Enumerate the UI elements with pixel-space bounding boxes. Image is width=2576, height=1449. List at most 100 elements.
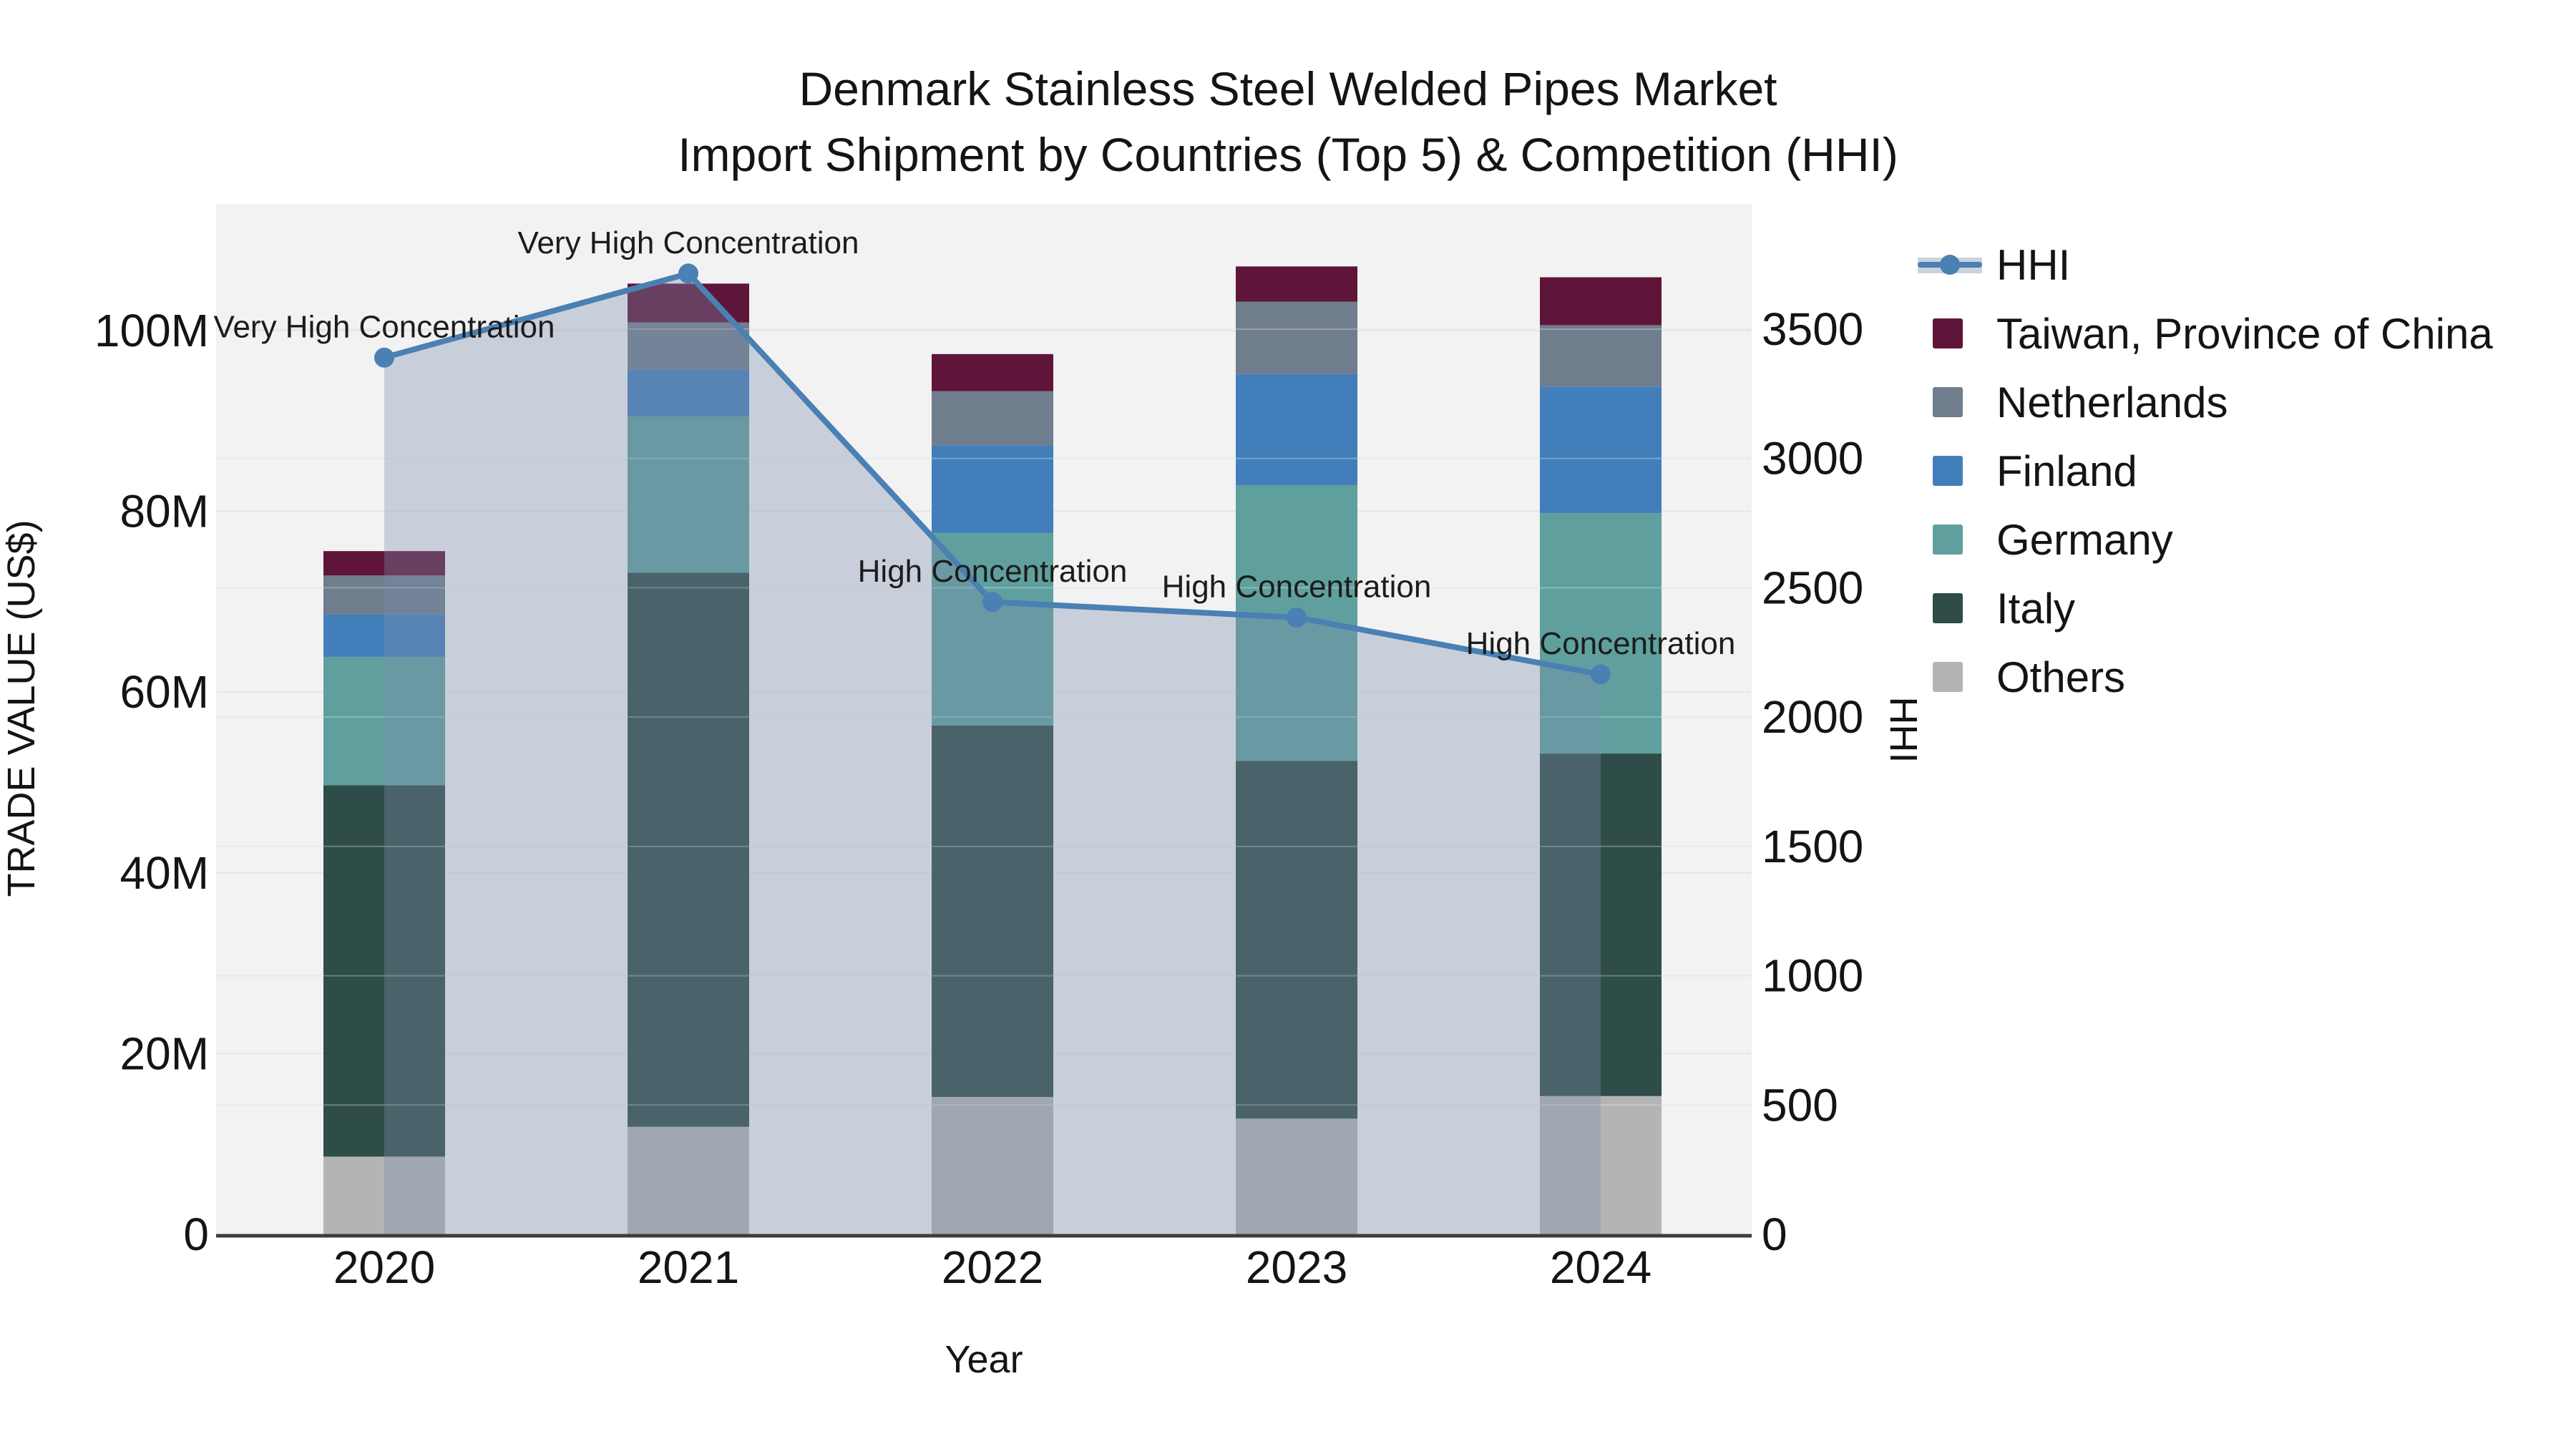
y-left-tick-label: 100M <box>94 305 209 356</box>
bar-segment <box>932 1097 1053 1234</box>
y-left-tick-label: 40M <box>120 847 210 899</box>
y-right-tick-label: 500 <box>1762 1079 1838 1131</box>
y-left-tick-label: 0 <box>183 1209 209 1260</box>
bar-segment <box>932 725 1053 1098</box>
y-left-axis-title: TRADE VALUE (US$) <box>0 519 43 897</box>
hhi-marker <box>1287 607 1307 628</box>
hhi-area-polygon <box>384 273 1601 1234</box>
series-color-swatch <box>1933 456 1963 486</box>
hhi-marker <box>1591 664 1611 685</box>
x-tick-label: 2022 <box>942 1241 1043 1293</box>
legend: HHI Taiwan, Province of China Netherlands F… <box>1918 230 2493 711</box>
bar-segment <box>1540 386 1662 514</box>
concentration-annotation: Very High Concentration <box>214 309 555 344</box>
legend-label: Netherlands <box>1996 378 2228 426</box>
y-right-tick-label: 0 <box>1762 1209 1787 1260</box>
series-color-swatch <box>1933 525 1963 555</box>
series-color-swatch-icon <box>1918 574 1986 643</box>
y-right-tick-label: 3000 <box>1762 433 1863 484</box>
x-axis-title: Year <box>945 1338 1023 1381</box>
series-color-swatch-icon <box>1918 436 1986 505</box>
bar-segment <box>628 369 749 416</box>
series-color-swatch <box>1933 387 1963 417</box>
bar-segment <box>628 322 749 370</box>
y-right-axis-title: HHI <box>1882 697 1925 763</box>
series-color-swatch-icon <box>1918 505 1986 574</box>
hhi-marker <box>982 592 1002 613</box>
y-left-tick-label: 20M <box>120 1028 210 1079</box>
axes: 2020 2021 2022 2023 2024 0 20M 40M 60M 80M 100M 0 50… <box>94 303 1863 1293</box>
bar-segment <box>1540 1096 1662 1234</box>
chart-title: Denmark Stainless Steel Welded Pipes Mar… <box>0 56 2576 187</box>
legend-item-taiwan-province-of-china[interactable]: Taiwan, Province of China <box>1918 299 2493 368</box>
legend-item-others[interactable]: Others <box>1918 643 2493 711</box>
series-color-swatch <box>1933 593 1963 623</box>
series-color-swatch-icon <box>1918 643 1986 711</box>
y-right-tick-label: 2500 <box>1762 562 1863 613</box>
x-tick-label: 2023 <box>1246 1241 1347 1293</box>
bar-segment <box>1540 753 1662 1096</box>
legend-label: Taiwan, Province of China <box>1996 309 2493 358</box>
bar-segment <box>1236 301 1357 374</box>
legend-label: HHI <box>1996 240 2071 289</box>
bar-segment <box>323 614 445 657</box>
bar-segment <box>932 445 1053 533</box>
series-color-swatch-icon <box>1918 299 1986 368</box>
x-tick-label: 2024 <box>1550 1241 1652 1293</box>
legend-item-netherlands[interactable]: Netherlands <box>1918 368 2493 436</box>
bar-segment <box>1540 277 1662 326</box>
bar-segment <box>628 572 749 1127</box>
bar-segment <box>628 416 749 573</box>
legend-item-finland[interactable]: Finland <box>1918 436 2493 505</box>
hhi-marker-swatch <box>1940 255 1960 275</box>
bar-segment <box>1540 325 1662 387</box>
bar-segment <box>932 353 1053 391</box>
legend-label: Others <box>1996 653 2126 701</box>
bar-segment <box>628 1126 749 1234</box>
bar-segment <box>1236 1118 1357 1234</box>
legend-item-germany[interactable]: Germany <box>1918 505 2493 574</box>
bar-segment <box>323 575 445 615</box>
bar-segment <box>323 551 445 576</box>
hhi-line-legend-icon <box>1918 230 1986 299</box>
hhi-marker <box>374 347 394 368</box>
y-left-tick-label: 60M <box>120 666 210 718</box>
hhi-marker <box>678 263 698 284</box>
bar-segment <box>1236 266 1357 302</box>
legend-item-italy[interactable]: Italy <box>1918 574 2493 643</box>
x-tick-label: 2021 <box>638 1241 739 1293</box>
hhi-line <box>374 263 1611 685</box>
gridlines-overlay <box>216 328 1752 1106</box>
y-right-tick-label: 2000 <box>1762 691 1863 743</box>
bar-segment <box>1236 761 1357 1119</box>
legend-label: Finland <box>1996 447 2137 495</box>
chart-title-line2: Import Shipment by Countries (Top 5) & C… <box>678 128 1898 181</box>
series-color-swatch-icon <box>1918 368 1986 436</box>
point-annotations: Very High Concentration Very High Concent… <box>214 225 1736 661</box>
concentration-annotation: High Concentration <box>1466 626 1736 661</box>
y-right-tick-label: 1500 <box>1762 821 1863 872</box>
y-right-tick-label: 1000 <box>1762 950 1863 1002</box>
bar-segment <box>323 656 445 786</box>
legend-label: Italy <box>1996 584 2076 633</box>
legend-label: Germany <box>1996 515 2173 564</box>
bar-segment <box>1540 513 1662 754</box>
bar-segment <box>323 785 445 1157</box>
x-tick-label: 2020 <box>333 1241 435 1293</box>
bar-segment <box>1236 374 1357 485</box>
bar-segment <box>932 532 1053 726</box>
bar-segment <box>932 391 1053 446</box>
bar-segment <box>323 1156 445 1234</box>
concentration-annotation: High Concentration <box>1162 570 1432 605</box>
hhi-area-fill <box>384 273 1601 1234</box>
legend-item-hhi[interactable]: HHI <box>1918 230 2493 299</box>
chart-title-line1: Denmark Stainless Steel Welded Pipes Mar… <box>799 62 1777 115</box>
concentration-annotation: High Concentration <box>858 554 1128 589</box>
series-color-swatch <box>1933 662 1963 692</box>
y-right-tick-label: 3500 <box>1762 303 1863 355</box>
concentration-annotation: Very High Concentration <box>518 225 859 260</box>
y-left-tick-label: 80M <box>120 486 210 537</box>
series-color-swatch <box>1933 318 1963 348</box>
